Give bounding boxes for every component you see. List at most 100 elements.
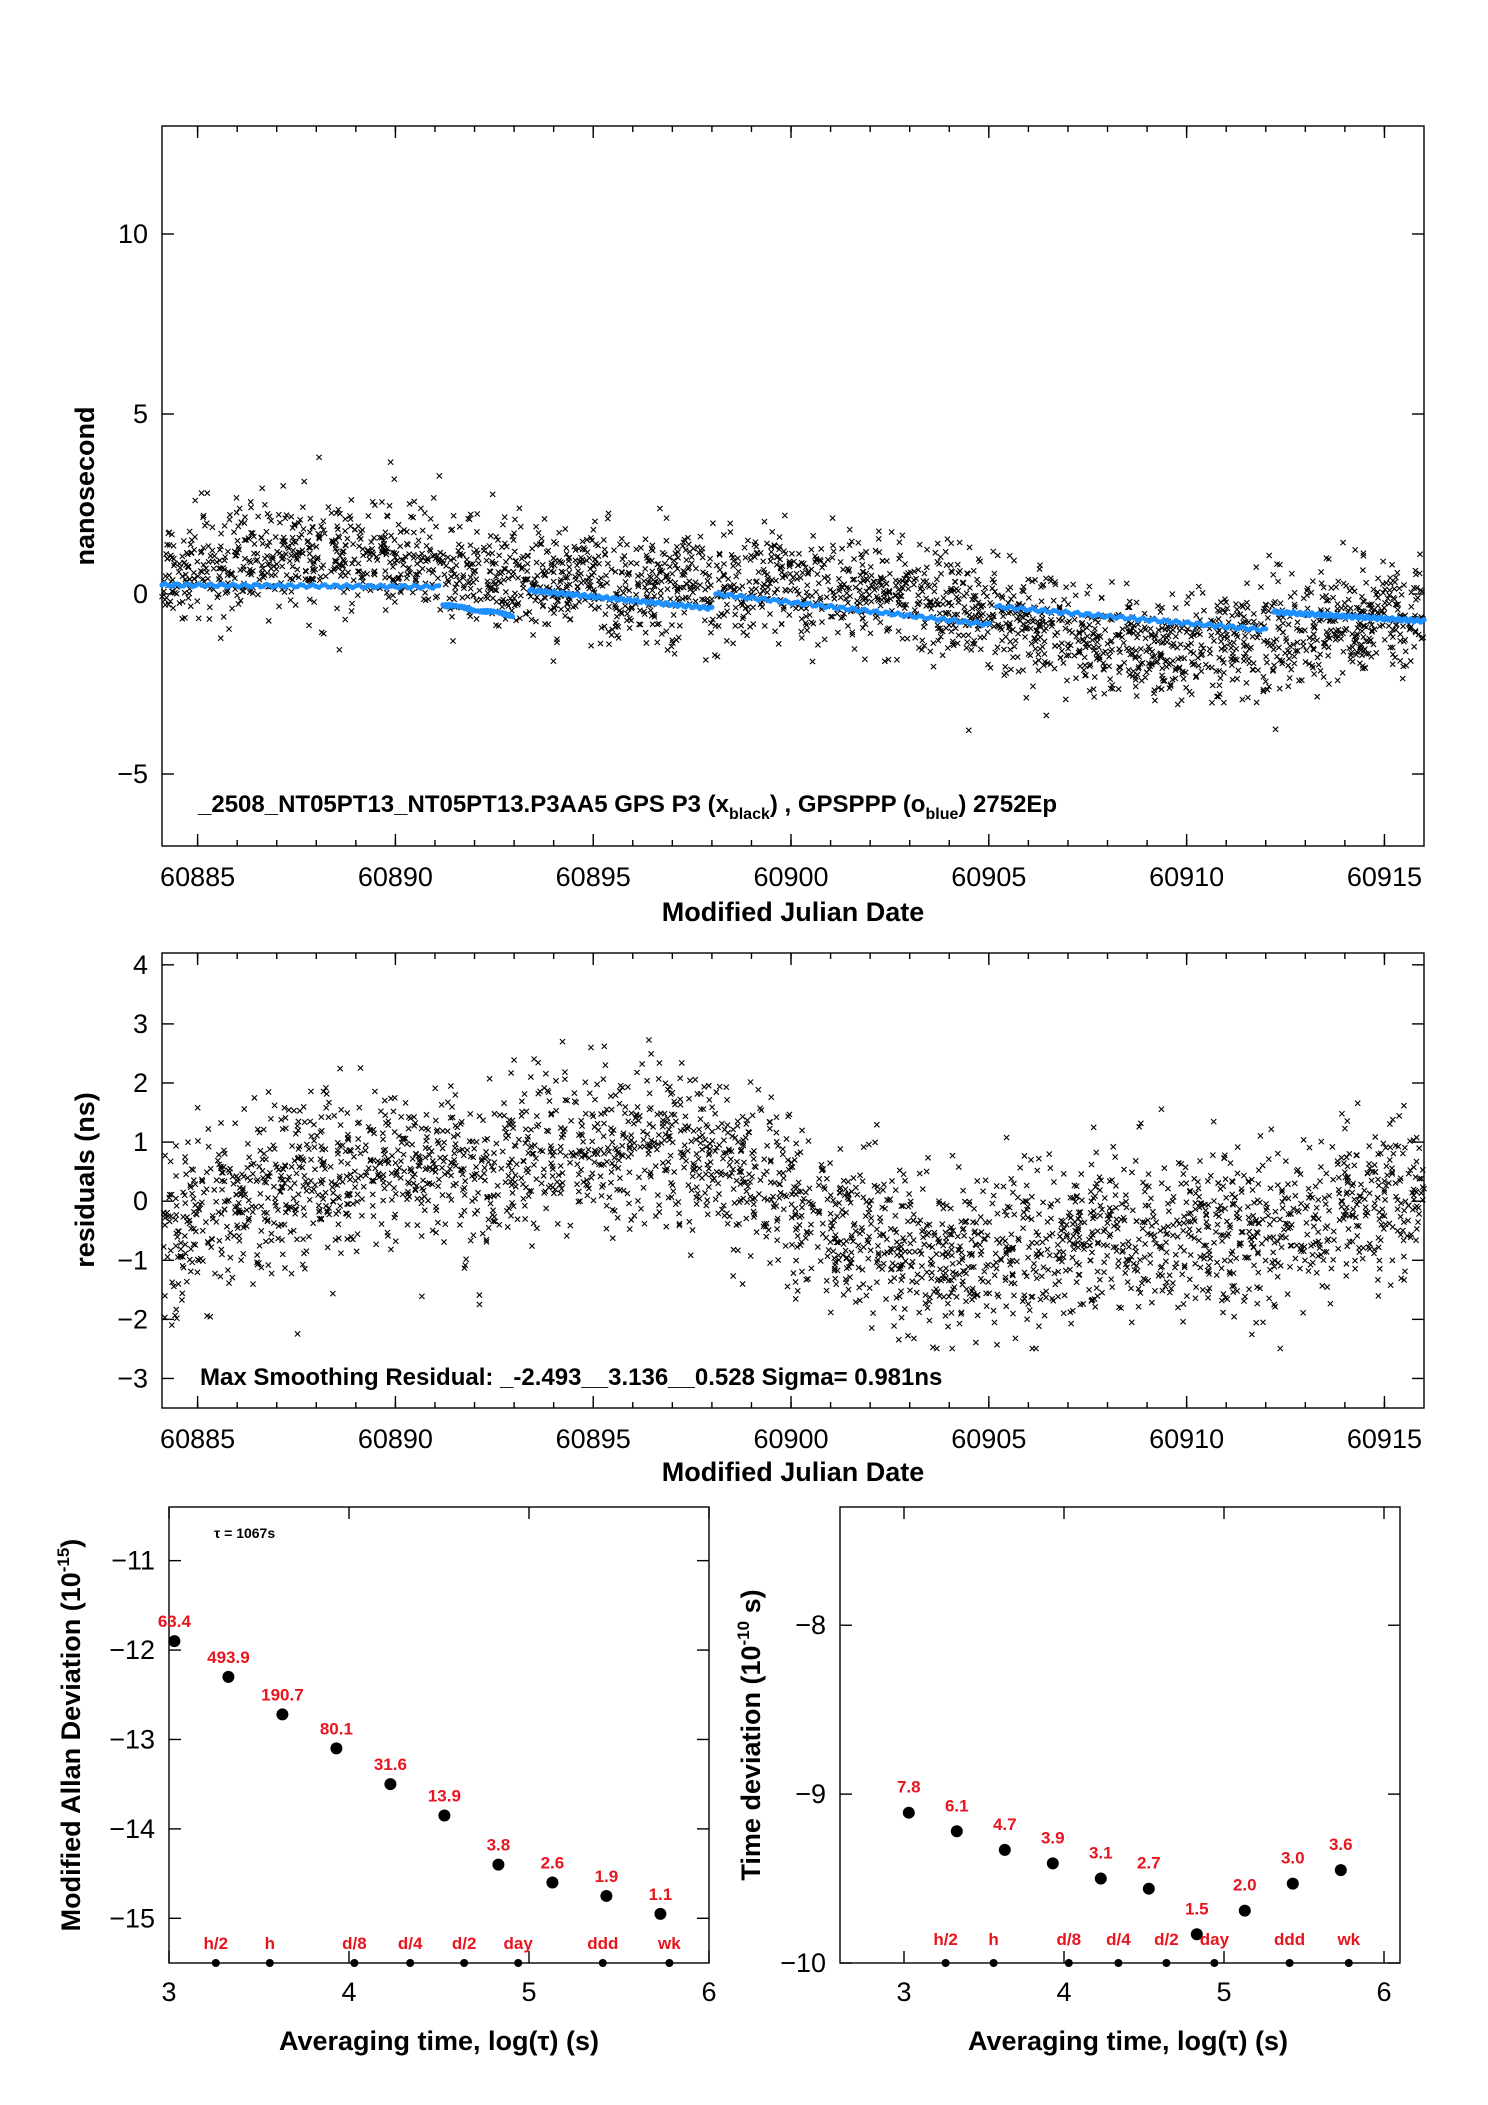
x-marker — [563, 1232, 570, 1239]
x-marker — [418, 1293, 425, 1300]
x-marker — [1176, 664, 1183, 671]
x-marker — [1104, 1220, 1111, 1227]
x-marker — [927, 648, 934, 655]
x-marker — [1125, 666, 1132, 673]
x-marker — [404, 1179, 411, 1186]
x-marker — [168, 1322, 175, 1329]
x-marker — [1145, 1202, 1152, 1209]
x-marker — [336, 1173, 343, 1180]
x-marker — [748, 1173, 755, 1180]
x-marker — [285, 1106, 292, 1113]
x-marker — [198, 1199, 205, 1206]
x-marker — [487, 585, 494, 592]
x-marker — [948, 540, 955, 547]
x-marker — [422, 1154, 429, 1161]
x-marker — [434, 1219, 441, 1226]
x-marker — [889, 1178, 896, 1185]
x-marker — [543, 1127, 550, 1134]
x-marker — [337, 1122, 344, 1129]
x-marker — [1234, 675, 1241, 682]
x-marker — [1129, 646, 1136, 653]
x-marker — [607, 1179, 614, 1186]
x-marker — [235, 601, 242, 608]
x-marker — [259, 565, 266, 572]
x-marker — [634, 1197, 641, 1204]
x-marker — [1123, 580, 1130, 587]
x-marker — [814, 1207, 821, 1214]
x-marker — [794, 1287, 801, 1294]
x-marker — [1217, 632, 1224, 639]
x-marker — [1005, 610, 1012, 617]
x-marker — [674, 565, 681, 572]
x-marker — [282, 1125, 289, 1132]
x-marker — [939, 1251, 946, 1258]
x-marker — [752, 585, 759, 592]
x-marker — [880, 1260, 887, 1267]
x-marker — [1394, 606, 1401, 613]
x-marker — [555, 584, 562, 591]
x-marker — [1010, 1180, 1017, 1187]
x-marker — [705, 1184, 712, 1191]
x-marker — [1381, 636, 1388, 643]
x-marker — [1215, 616, 1222, 623]
x-marker — [218, 1246, 225, 1253]
x-marker — [323, 1104, 330, 1111]
x-marker — [215, 591, 222, 598]
x-marker — [909, 1258, 916, 1265]
x-marker — [1101, 1259, 1108, 1266]
x-marker — [1164, 1200, 1171, 1207]
x-marker — [434, 575, 441, 582]
x-marker — [460, 1152, 467, 1159]
x-marker — [553, 639, 560, 646]
x-marker — [609, 1160, 616, 1167]
x-marker — [490, 1167, 497, 1174]
top-y-axis-label: nanosecond — [70, 406, 100, 565]
x-marker — [336, 534, 343, 541]
x-marker — [1169, 676, 1176, 683]
x-marker — [701, 617, 708, 624]
x-marker — [185, 594, 192, 601]
x-marker — [887, 1196, 894, 1203]
x-marker — [1375, 575, 1382, 582]
x-marker — [1268, 1126, 1275, 1133]
x-marker — [1115, 686, 1122, 693]
x-marker — [1167, 681, 1174, 688]
x-marker — [1210, 1118, 1217, 1125]
x-marker — [476, 587, 483, 594]
x-marker — [1007, 666, 1014, 673]
x-marker — [1210, 637, 1217, 644]
x-marker — [1000, 613, 1007, 620]
x-marker — [739, 602, 746, 609]
x-marker — [1100, 660, 1107, 667]
x-marker — [320, 1088, 327, 1095]
x-marker — [731, 581, 738, 588]
x-marker — [857, 600, 864, 607]
x-marker — [1310, 646, 1317, 653]
x-marker — [685, 534, 691, 541]
x-marker — [1084, 590, 1091, 597]
x-marker — [461, 1192, 468, 1198]
x-marker — [724, 1122, 731, 1129]
x-marker — [850, 1222, 857, 1229]
x-marker — [162, 1214, 169, 1221]
x-marker — [1396, 585, 1403, 592]
x-marker — [1040, 1264, 1047, 1271]
x-marker — [997, 624, 1004, 631]
x-marker — [644, 593, 651, 600]
x-marker — [1106, 653, 1113, 660]
x-marker — [427, 515, 434, 522]
x-marker — [873, 593, 880, 600]
x-marker — [1286, 655, 1293, 662]
x-marker — [1180, 675, 1187, 682]
x-marker — [699, 1146, 706, 1153]
x-marker — [1193, 673, 1200, 680]
x-marker — [1003, 1303, 1010, 1310]
x-marker — [1165, 661, 1172, 668]
x-marker — [956, 539, 963, 546]
x-marker — [1308, 589, 1315, 596]
x-marker — [961, 1198, 968, 1205]
x-marker — [727, 1156, 734, 1163]
x-marker — [575, 1188, 582, 1195]
x-marker — [1287, 1263, 1293, 1270]
x-marker — [609, 1235, 616, 1242]
